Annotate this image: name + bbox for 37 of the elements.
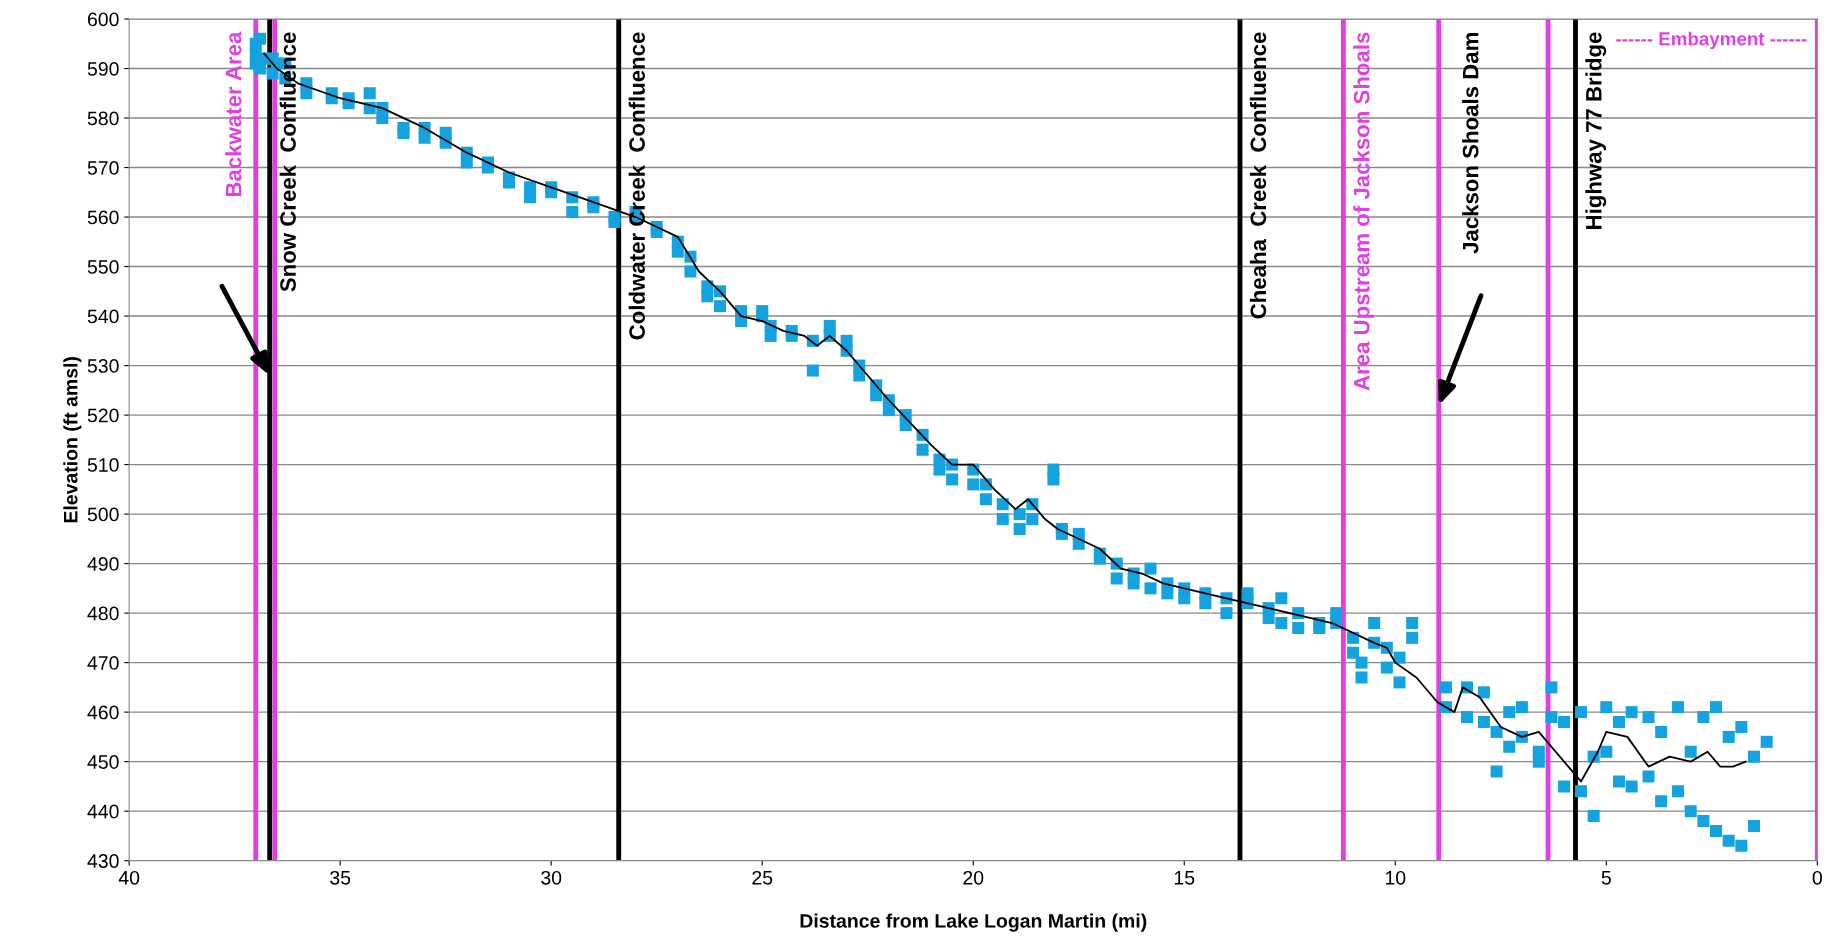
ref-line-label: Backwater Area [225,31,242,197]
ref-line-label: Highway 77 Bridge [1585,32,1607,229]
y-tick-label: 450 [87,755,119,769]
y-tick-label: 440 [87,804,119,819]
y-tick-label: 500 [87,507,119,522]
y-tick-label: 580 [87,111,119,126]
x-tick-label: 5 [1601,871,1611,885]
y-tick-label: 430 [87,854,119,868]
y-tick-label: 540 [87,309,119,324]
annotation: ------ Embayment ------ [1616,31,1807,50]
annotation: Jackson Shoals Dam [1462,33,1479,254]
ref-line-label: Cheaha Creek Confluence [1249,32,1267,319]
y-tick-label: 470 [87,656,119,670]
y-tick-label: 510 [87,458,119,472]
ref-line-label: Coldwater Creek Confluence [628,32,645,340]
x-tick-label: 0 [1812,870,1822,885]
x-tick-label: 35 [330,870,351,885]
y-tick-label: 550 [87,260,119,274]
y-tick-label: 480 [87,606,119,621]
x-tick-label: 25 [752,870,773,885]
y-tick-label: 520 [87,408,119,423]
ref-line-label: Snow Creek Confluence [279,32,296,292]
ref-line-label: Area Upstream of Jackson Shoals [1353,32,1374,391]
x-axis-title: Distance from Lake Logan Martin (mi) [800,913,1147,932]
y-tick-label: 560 [87,210,119,225]
y-tick-label: 460 [87,705,119,720]
y-tick-label: 490 [87,557,119,571]
y-tick-label: 530 [87,359,119,373]
y-tick-label: 570 [87,161,119,175]
x-tick-label: 20 [963,870,984,885]
y-axis-title: Elevation (ft amsl) [63,357,82,523]
y-tick-label: 590 [87,62,119,76]
y-tick-label: 600 [87,12,119,27]
x-tick-label: 15 [1174,871,1195,885]
x-tick-label: 40 [118,870,140,885]
x-tick-label: 10 [1385,870,1406,885]
x-tick-label: 30 [541,870,562,885]
